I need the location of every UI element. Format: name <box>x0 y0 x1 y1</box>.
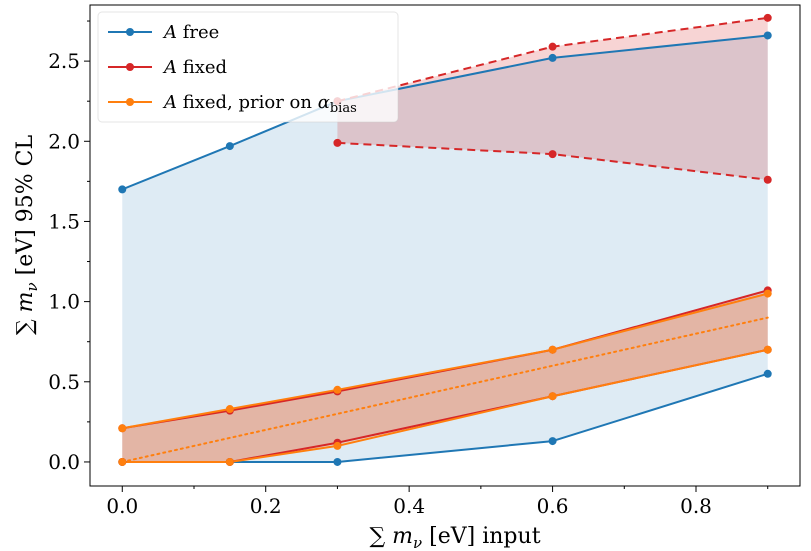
a-fixed-prior-on-bias-point <box>118 457 127 466</box>
legend-a-free-marker <box>126 28 134 36</box>
a-fixed-prior-on-bias-band-fill <box>122 293 768 462</box>
y-tick-label: 0.0 <box>48 450 80 474</box>
legend-a-free-label: A free <box>162 22 219 43</box>
reference-line <box>121 316 769 463</box>
y-tick-label: 0.5 <box>48 370 80 394</box>
x-tick-label: 0.2 <box>250 494 282 518</box>
legend-box <box>97 11 399 123</box>
legend: A free A fixed A fixed, prior on αbias <box>97 11 399 123</box>
a-free-point <box>548 437 557 446</box>
a-fixed-point <box>548 150 557 159</box>
y-tick-label: 2.0 <box>48 129 80 153</box>
x-tick-label: 0.8 <box>680 494 712 518</box>
y-axis-label: ∑ mν [eV] 95% CL <box>13 135 41 335</box>
a-free-point <box>548 53 557 62</box>
x-axis-label: ∑ mν [eV] input <box>369 524 540 551</box>
x-tick-label: 0.0 <box>106 494 138 518</box>
legend-a-fixed-label: A fixed <box>162 57 227 78</box>
axis-ticks: 0.0 0.2 0.4 0.6 0.8 0.0 0.5 1.0 1.5 2.0 2.5 <box>48 20 769 518</box>
a-fixed-band-0-fill <box>337 17 768 180</box>
a-fixed-point <box>548 42 557 51</box>
a-free-point <box>225 142 234 151</box>
band-fills <box>122 17 768 462</box>
x-tick-label: 0.4 <box>393 494 425 518</box>
a-free-band-fill <box>122 35 768 462</box>
a-fixed-point <box>333 138 342 147</box>
a-fixed-prior-on-bias-point <box>118 424 127 433</box>
legend-a-fixed-prior-on-bias-label: A fixed, prior on αbias <box>162 92 357 116</box>
a-fixed-prior-on-bias-point <box>763 345 772 354</box>
a-fixed-band-1-fill <box>122 290 768 462</box>
x-tick-label: 0.6 <box>537 494 569 518</box>
legend-a-fixed-marker <box>126 63 134 71</box>
legend-a-fixed-prior-on-bias-marker <box>126 98 134 106</box>
plot-frame <box>89 4 801 487</box>
a-free-point <box>763 31 772 40</box>
a-fixed-prior-on-bias-point <box>548 345 557 354</box>
a-fixed-point <box>763 175 772 184</box>
a-fixed-point <box>763 13 772 22</box>
a-fixed-prior-on-bias-point <box>225 457 234 466</box>
series-points <box>118 13 772 466</box>
a-free-point <box>333 457 342 466</box>
y-tick-label: 1.0 <box>48 290 80 314</box>
a-fixed-prior-on-bias-point <box>548 392 557 401</box>
a-fixed-prior-on-bias-point <box>225 405 234 414</box>
y-tick-label: 2.5 <box>48 49 80 73</box>
a-fixed-prior-on-bias-point <box>763 289 772 298</box>
a-fixed-prior-on-bias-point <box>333 385 342 394</box>
a-free-point <box>118 185 127 194</box>
a-free-point <box>763 369 772 378</box>
a-fixed-prior-on-bias-point <box>333 441 342 450</box>
y-tick-label: 1.5 <box>48 209 80 233</box>
